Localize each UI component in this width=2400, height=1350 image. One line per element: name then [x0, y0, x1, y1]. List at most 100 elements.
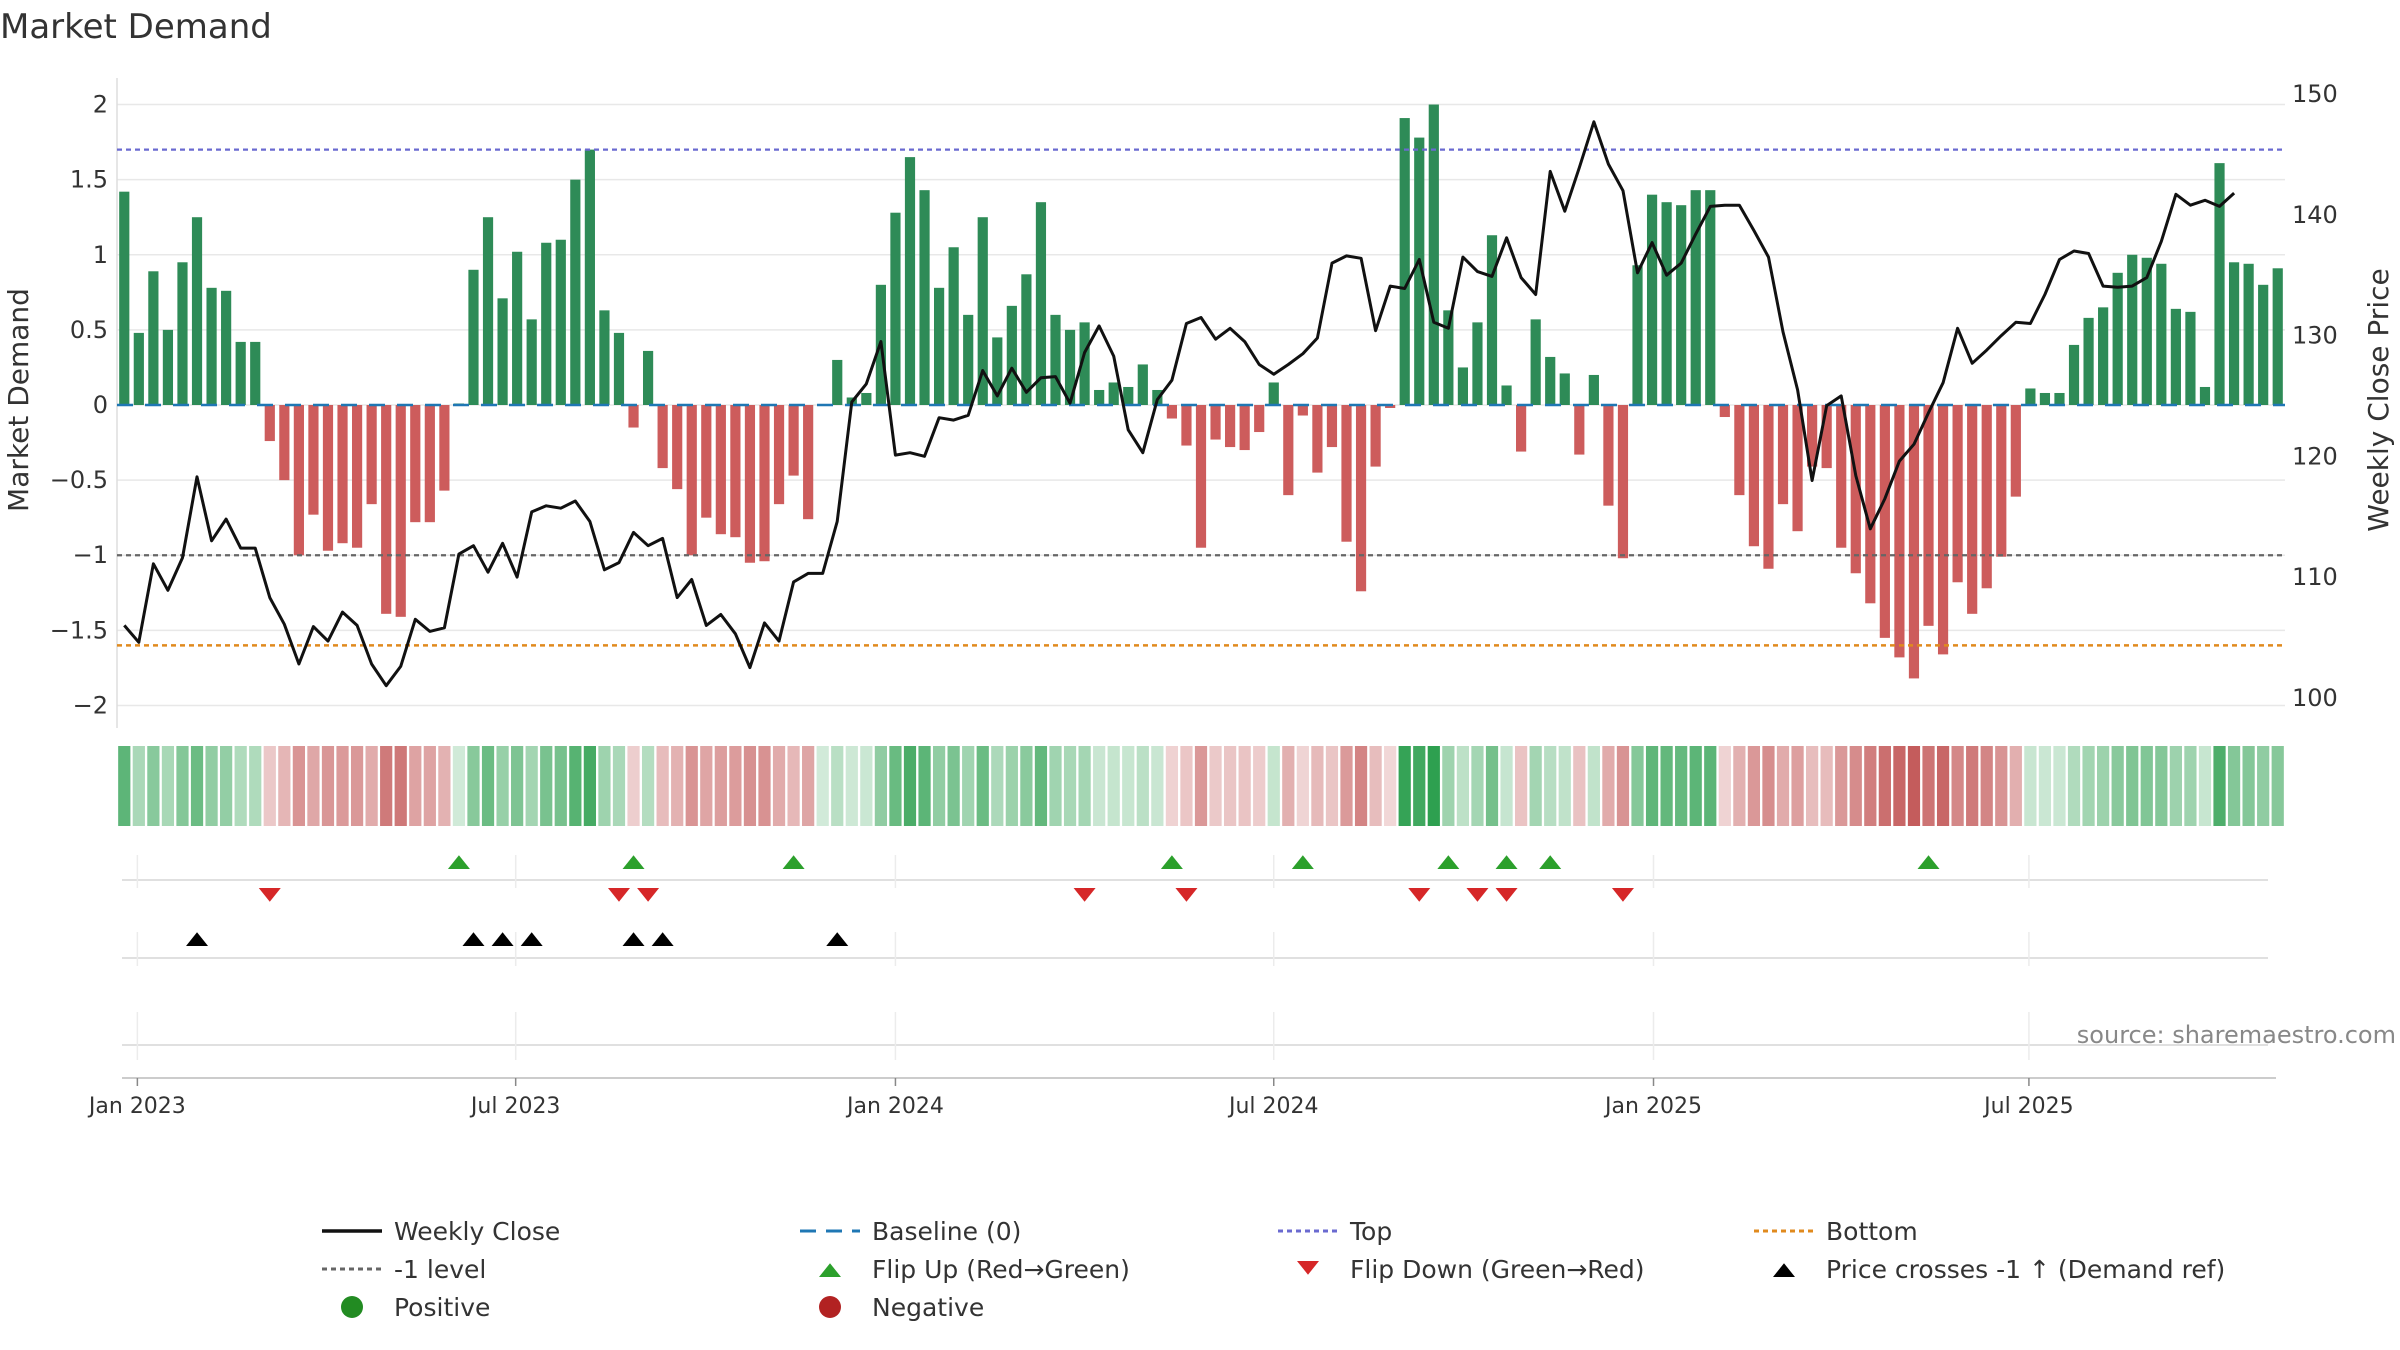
heat-strip-cell — [540, 746, 553, 826]
bar-positive — [904, 157, 916, 405]
flip-up-marker — [447, 855, 470, 869]
heat-strip-cell — [1471, 746, 1484, 826]
flip-down-marker — [258, 888, 281, 902]
weekly-close-series — [123, 120, 2236, 688]
heat-strip-cell — [1864, 746, 1877, 826]
bar-positive — [1399, 118, 1410, 405]
heat-strip-cell — [147, 746, 160, 826]
bar-negative — [366, 405, 377, 505]
heat-strip-cell — [176, 746, 189, 826]
bar-positive — [2272, 268, 2283, 405]
heat-strip-cell — [423, 746, 436, 826]
heat-strip-cell — [161, 746, 175, 826]
x-tick-label: Jul 2024 — [1227, 1094, 1319, 1119]
bar-positive — [1006, 305, 1017, 405]
bar-negative — [1879, 405, 1890, 638]
price-cross-marker — [651, 932, 674, 946]
bar-positive — [2039, 392, 2051, 405]
heat-strip-cell — [1835, 746, 1848, 826]
heat-strip-cell — [1354, 746, 1368, 826]
bar-negative — [1210, 405, 1221, 440]
heat-strip-cell — [365, 746, 378, 826]
bar-positive — [963, 314, 974, 405]
bar-positive — [861, 392, 872, 405]
y-tick-label-left: 1 — [93, 241, 108, 269]
bar-positive — [1050, 314, 1061, 405]
bar-positive — [1064, 329, 1076, 405]
bar-negative — [1807, 405, 1818, 467]
heat-strip-cell — [1107, 746, 1120, 826]
heat-strip-cell — [918, 746, 931, 826]
price-cross-marker — [462, 932, 485, 946]
bar-positive — [934, 287, 945, 405]
demand-bars — [119, 104, 2283, 679]
heat-strip-cell — [1267, 746, 1280, 826]
bar-positive — [584, 149, 595, 405]
bar-positive — [642, 350, 654, 405]
heat-strip-cell — [2053, 746, 2066, 826]
heat-strip-cell — [1936, 746, 1950, 826]
heat-strip-cell — [1849, 746, 1862, 826]
heat-strip-cell — [947, 746, 960, 826]
heat-strip-cell — [641, 746, 655, 826]
heat-strip-cell — [1645, 746, 1659, 826]
bar-positive — [2243, 263, 2254, 405]
heat-strip-cell — [2169, 746, 2182, 826]
bar-positive — [1457, 367, 1468, 405]
flip-down-marker — [1408, 888, 1431, 902]
heat-strip-cell — [292, 746, 305, 826]
legend-label: Flip Up (Red→Green) — [872, 1255, 1130, 1284]
price-cross-marker — [520, 932, 543, 946]
bar-positive — [119, 191, 130, 405]
bar-negative — [1719, 405, 1730, 418]
y-tick-label-right: 100 — [2292, 684, 2338, 712]
price-cross-marker — [826, 932, 849, 946]
heat-strip-cell — [2155, 746, 2168, 826]
heat-strip-cell — [1631, 746, 1644, 826]
bar-positive — [1021, 274, 1032, 405]
heat-strip-cell — [2140, 746, 2153, 826]
heat-strip-cell — [831, 746, 844, 826]
heat-strip-cell — [1704, 746, 1717, 826]
legend-label: Flip Down (Green→Red) — [1350, 1255, 1645, 1284]
heat-strip-cell — [1311, 746, 1324, 826]
bar-negative — [1603, 405, 1614, 506]
heat-strip-cell — [1340, 746, 1353, 826]
heat-strip-cell — [860, 746, 873, 826]
bar-positive — [1472, 322, 1483, 405]
heat-strip-cell — [729, 746, 742, 826]
flip-down-marker — [1073, 888, 1096, 902]
heat-strip-cell — [612, 746, 626, 826]
bar-negative — [628, 405, 639, 428]
bar-positive — [148, 271, 159, 405]
bar-negative — [1952, 405, 1963, 583]
heat-strip-cell — [1384, 746, 1397, 826]
heat-strip-cell — [598, 746, 611, 826]
bar-negative — [686, 405, 697, 556]
bar-negative — [1312, 405, 1323, 473]
heat-strip-cell — [190, 746, 204, 826]
bar-negative — [1748, 405, 1760, 547]
bar-positive — [133, 332, 144, 405]
y-tick-label-right: 110 — [2292, 563, 2338, 591]
flip-up-marker — [1437, 855, 1460, 869]
heat-strip-cell — [1980, 746, 1993, 826]
heat-strip-cell — [1951, 746, 1964, 826]
bar-negative — [322, 405, 334, 551]
heat-strip-cell — [2009, 746, 2022, 826]
legend-label: Negative — [872, 1293, 984, 1322]
bar-positive — [1268, 382, 1279, 405]
y-tick-label-right: 130 — [2292, 322, 2338, 350]
heat-strip-cell — [2271, 746, 2284, 826]
chart-title: Market Demand — [0, 7, 272, 47]
bar-positive — [1108, 382, 1119, 405]
heat-strip-cell — [1922, 746, 1935, 826]
heat-strip-cell — [1558, 746, 1571, 826]
bar-positive — [613, 332, 625, 405]
heat-strip-cell — [1820, 746, 1833, 826]
legend-label: Baseline (0) — [872, 1217, 1021, 1246]
legend-label: Top — [1349, 1217, 1392, 1246]
bar-negative — [308, 405, 319, 515]
heat-strip-cell — [1413, 746, 1426, 826]
